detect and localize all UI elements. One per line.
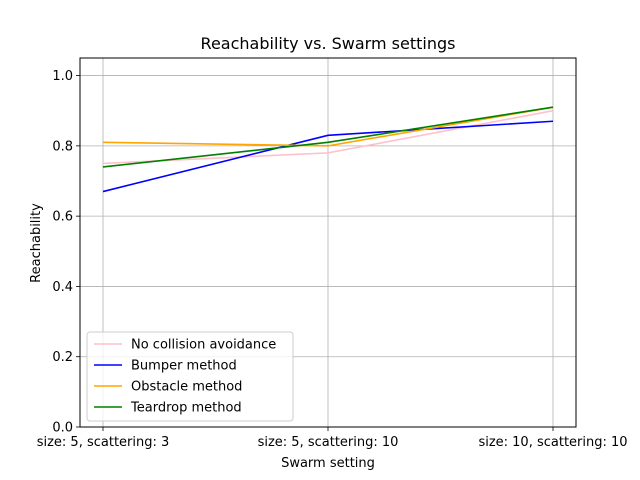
legend-label: Teardrop method: [130, 401, 242, 416]
y-tick-label: 0.8: [52, 139, 73, 154]
x-tick-label: size: 5, scattering: 3: [37, 435, 170, 450]
series-lines: [102, 106, 554, 193]
legend-label: Obstacle method: [131, 380, 242, 395]
y-axis-label: Reachability: [29, 203, 44, 283]
y-tick-label: 0.2: [52, 350, 73, 365]
x-axis-label: Swarm setting: [281, 456, 375, 471]
axis-ticks: 0.0 0.2 0.4 0.6 0.8 1.0 size: 5, scattering: 3…: [37, 69, 628, 450]
series-line-no-collision-avoidance: [102, 109, 554, 165]
x-tick-label: size: 5, scattering: 10: [258, 435, 399, 450]
y-tick-label: 1.0: [52, 69, 73, 84]
series-line-obstacle-method: [102, 106, 554, 147]
legend-box: [86, 331, 294, 422]
legend-label: No collision avoidance: [131, 338, 276, 353]
y-tick-label: 0.6: [52, 210, 73, 225]
x-tick-label: size: 10, scattering: 10: [478, 435, 627, 450]
legend-label: Bumper method: [131, 359, 237, 374]
series-line-teardrop-method: [102, 106, 554, 168]
y-tick-label: 0.4: [52, 280, 73, 295]
chart-title: Reachability vs. Swarm settings: [201, 34, 456, 53]
series-line-bumper-method: [102, 120, 554, 193]
y-tick-label: 0.0: [52, 421, 73, 436]
legend: No collision avoidance Bumper method Obsta…: [86, 331, 294, 422]
